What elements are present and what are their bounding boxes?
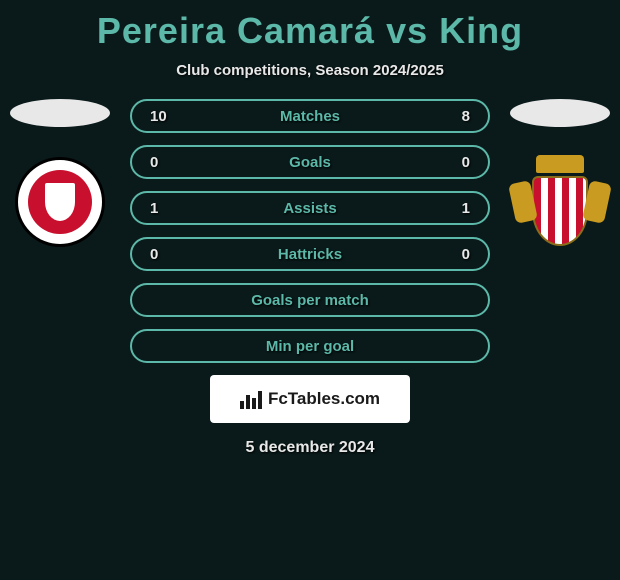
stat-left-value: 0 bbox=[150, 246, 174, 263]
stat-row-goals: 0 Goals 0 bbox=[130, 145, 490, 179]
stat-right-value: 8 bbox=[446, 108, 470, 125]
player-right-column bbox=[510, 99, 610, 253]
club-crest-left bbox=[15, 157, 105, 247]
bar-chart-icon bbox=[240, 389, 262, 409]
stat-right-value: 1 bbox=[446, 200, 470, 217]
player-left-silhouette bbox=[10, 99, 110, 127]
stat-row-min-per-goal: Min per goal bbox=[130, 329, 490, 363]
season-subtitle: Club competitions, Season 2024/2025 bbox=[0, 62, 620, 79]
stat-left-value: 1 bbox=[150, 200, 174, 217]
stat-label: Hattricks bbox=[174, 246, 446, 263]
stat-label: Goals bbox=[174, 154, 446, 171]
stat-row-goals-per-match: Goals per match bbox=[130, 283, 490, 317]
player-right-silhouette bbox=[510, 99, 610, 127]
stat-left-value: 0 bbox=[150, 154, 174, 171]
stevenage-shield-icon bbox=[532, 176, 588, 246]
stat-label: Min per goal bbox=[150, 338, 470, 355]
stat-label: Goals per match bbox=[150, 292, 470, 309]
comparison-content: 10 Matches 8 0 Goals 0 1 Assists 1 0 Hat… bbox=[0, 99, 620, 457]
stat-row-hattricks: 0 Hattricks 0 bbox=[130, 237, 490, 271]
crawley-town-badge-icon bbox=[28, 170, 92, 234]
stat-left-value: 10 bbox=[150, 108, 174, 125]
stevenage-crown-icon bbox=[536, 155, 584, 173]
snapshot-date: 5 december 2024 bbox=[0, 439, 620, 457]
stat-row-assists: 1 Assists 1 bbox=[130, 191, 490, 225]
player-left-column bbox=[10, 99, 110, 247]
brand-text: FcTables.com bbox=[268, 389, 380, 409]
club-crest-right bbox=[512, 157, 608, 253]
stat-label: Assists bbox=[174, 200, 446, 217]
stat-right-value: 0 bbox=[446, 154, 470, 171]
stat-row-matches: 10 Matches 8 bbox=[130, 99, 490, 133]
brand-attribution: FcTables.com bbox=[210, 375, 410, 423]
page-title: Pereira Camará vs King bbox=[0, 0, 620, 52]
stat-right-value: 0 bbox=[446, 246, 470, 263]
stat-label: Matches bbox=[174, 108, 446, 125]
stat-rows: 10 Matches 8 0 Goals 0 1 Assists 1 0 Hat… bbox=[130, 99, 490, 363]
